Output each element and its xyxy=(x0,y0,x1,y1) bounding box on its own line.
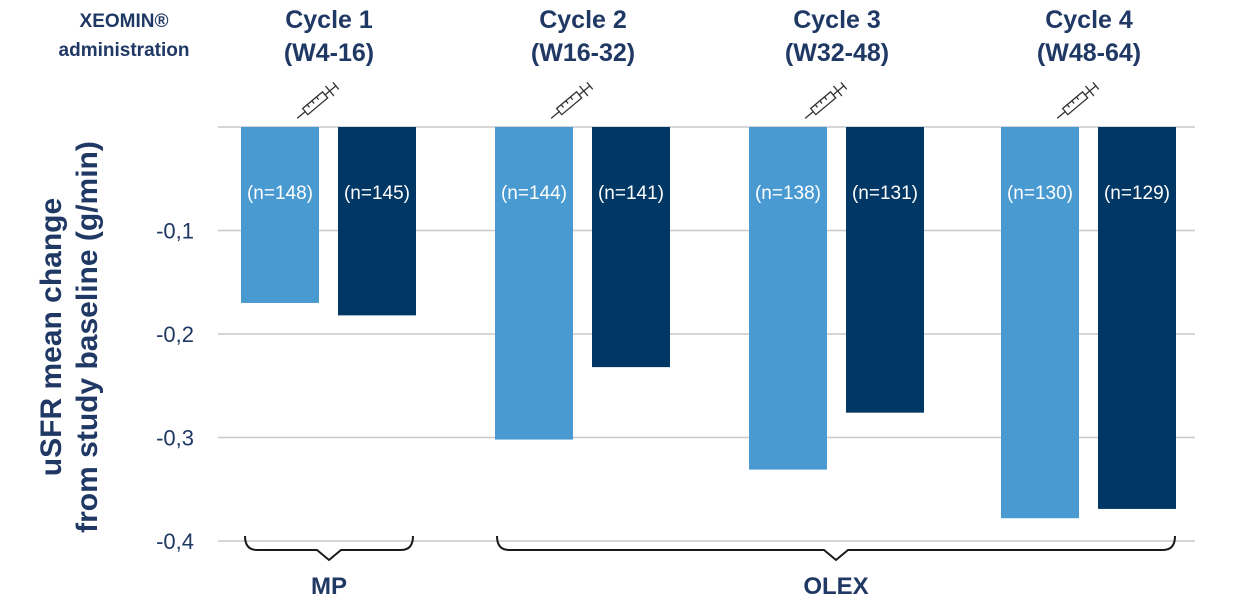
syringe-part xyxy=(814,103,818,108)
bar-n-label: (n=129) xyxy=(1104,183,1170,204)
y-axis-title-line2: from study baseline (g/min) xyxy=(71,141,104,533)
bar-n-label: (n=131) xyxy=(852,183,918,204)
syringe-part xyxy=(329,85,337,92)
category-label-weeks: (W4-16) xyxy=(284,39,374,67)
syringe-part xyxy=(804,110,814,119)
category-label-weeks: (W32-48) xyxy=(785,39,889,67)
syringe-part xyxy=(809,90,837,116)
syringe-part xyxy=(555,90,583,116)
syringe-icon xyxy=(804,82,848,119)
syringe-part xyxy=(1092,82,1100,90)
bar-n-label: (n=130) xyxy=(1007,183,1073,204)
bar xyxy=(338,127,416,316)
syringe-part xyxy=(583,85,591,92)
labels-layer: -0,1 -0,2 -0,3 -0,4 (n=148) (n=144) (n=138) (n=… xyxy=(156,6,1176,600)
syringe-part xyxy=(301,90,329,116)
bar xyxy=(749,127,827,470)
header-layer: XEOMIN® administration xyxy=(59,11,190,61)
category-label-cycle: Cycle 2 xyxy=(539,6,627,34)
bar-n-label: (n=138) xyxy=(755,183,821,204)
y-tick-label: -0,3 xyxy=(156,426,194,451)
syringe-part xyxy=(550,110,560,119)
category-label-cycle: Cycle 3 xyxy=(793,6,881,34)
syringe-part xyxy=(306,103,310,108)
syringe-part xyxy=(832,90,839,96)
syringe-part xyxy=(1066,103,1070,108)
bars-layer xyxy=(241,127,1176,519)
syringe-part xyxy=(560,103,564,108)
syringe-part xyxy=(332,82,340,90)
syringe-part xyxy=(823,96,828,100)
syringe-part xyxy=(586,82,594,90)
syringe-part xyxy=(569,96,574,100)
admin-label-line2: administration xyxy=(59,40,190,61)
bar xyxy=(495,127,573,440)
bar-n-label: (n=145) xyxy=(344,183,410,204)
syringe-part xyxy=(1089,85,1097,92)
group-label: MP xyxy=(311,573,347,600)
syringe-part xyxy=(311,100,315,104)
bar xyxy=(1098,127,1176,509)
category-label-weeks: (W48-64) xyxy=(1037,39,1141,67)
syringe-part xyxy=(565,100,569,104)
syringe-icon xyxy=(550,82,594,119)
syringe-part xyxy=(1071,100,1075,104)
syringe-part xyxy=(324,90,331,96)
syringe-part xyxy=(578,90,585,96)
y-tick-label: -0,1 xyxy=(156,219,194,244)
bar xyxy=(592,127,670,368)
group-bracket xyxy=(496,535,1176,562)
syringe-part xyxy=(1084,90,1091,96)
group-label: OLEX xyxy=(803,573,868,600)
syringe-part xyxy=(1056,110,1066,119)
y-axis-title-line1: uSFR mean change xyxy=(35,198,68,476)
category-label-cycle: Cycle 1 xyxy=(285,6,373,34)
admin-label-line1: XEOMIN® xyxy=(80,11,169,32)
bar-n-label: (n=148) xyxy=(247,183,313,204)
syringe-part xyxy=(837,85,845,92)
syringe-part xyxy=(819,100,823,104)
y-tick-label: -0,4 xyxy=(156,529,194,554)
bar xyxy=(846,127,924,413)
syringe-icon xyxy=(1056,82,1100,119)
bar-n-label: (n=144) xyxy=(501,183,567,204)
y-axis-title: uSFR mean change from study baseline (g/… xyxy=(35,141,104,533)
bar xyxy=(1001,127,1079,519)
bar xyxy=(241,127,319,303)
category-label-cycle: Cycle 4 xyxy=(1045,6,1133,34)
syringe-icon xyxy=(296,82,340,119)
syringe-part xyxy=(315,96,320,100)
category-label-weeks: (W16-32) xyxy=(531,39,635,67)
syringe-part xyxy=(1061,90,1089,116)
syringe-part xyxy=(1075,96,1080,100)
syringe-part xyxy=(296,110,306,119)
syringe-part xyxy=(840,82,848,90)
y-tick-label: -0,2 xyxy=(156,322,194,347)
group-bracket xyxy=(244,535,414,562)
bar-n-label: (n=141) xyxy=(598,183,664,204)
